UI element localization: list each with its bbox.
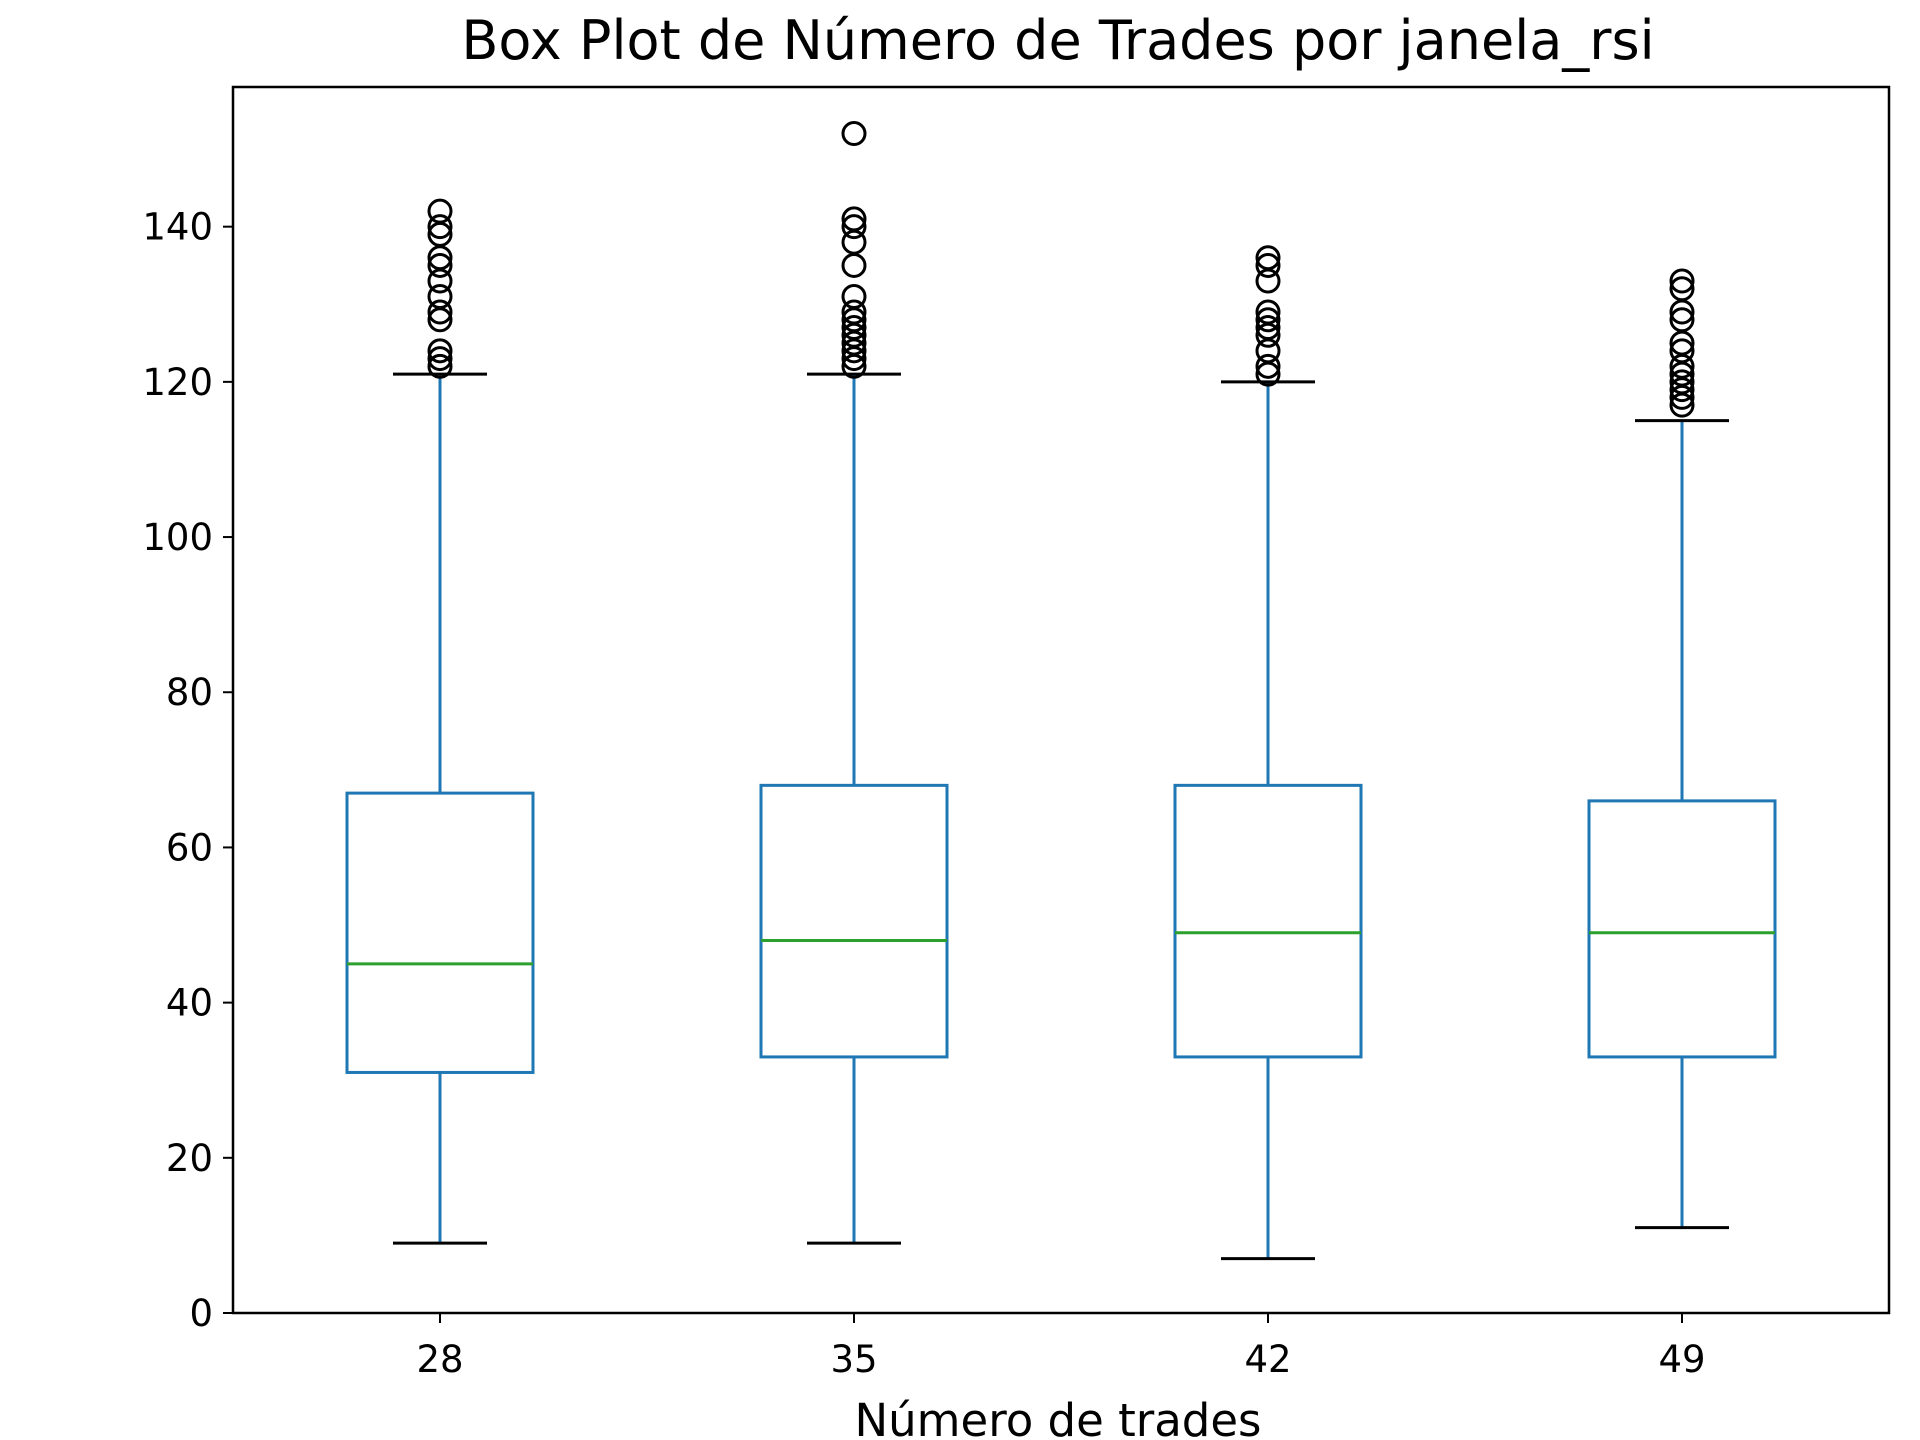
outlier-point <box>427 299 453 325</box>
y-tick-label: 60 <box>166 826 213 869</box>
outlier-point <box>841 315 867 341</box>
y-tick-label: 0 <box>189 1292 213 1335</box>
y-tick-label: 140 <box>142 206 213 249</box>
outlier-point <box>1255 245 1281 271</box>
outlier-point <box>1669 307 1695 333</box>
y-tick-label: 80 <box>166 671 213 714</box>
y-tick-label: 40 <box>166 982 213 1025</box>
outlier-point <box>1255 315 1281 341</box>
plot-area: 28 35 42 49 0 20 40 60 80 100 120 140 <box>142 85 1891 1381</box>
outlier-point <box>841 299 867 325</box>
outlier-point <box>1669 369 1695 395</box>
x-tick-label: 35 <box>830 1338 877 1381</box>
axes-frame <box>231 85 1891 1315</box>
outlier-point <box>427 252 453 278</box>
outlier-point <box>841 214 867 240</box>
chart-title: Box Plot de Número de Trades por janela_… <box>461 9 1654 72</box>
x-axis-label: Número de trades <box>854 1394 1261 1440</box>
outlier-point <box>427 353 453 379</box>
outlier-point <box>1255 307 1281 333</box>
outlier-point <box>427 214 453 240</box>
y-tick-label: 120 <box>142 361 213 404</box>
outlier-point <box>1255 353 1281 379</box>
outlier-point <box>841 284 867 310</box>
outlier-point <box>1255 252 1281 278</box>
box-iqr <box>1587 799 1777 1059</box>
y-tick-label: 100 <box>142 516 213 559</box>
box-iqr <box>345 791 535 1074</box>
y-tick-label: 20 <box>166 1137 213 1180</box>
outlier-point <box>427 346 453 372</box>
box-iqr <box>759 783 949 1059</box>
outlier-point <box>427 198 453 224</box>
outlier-point <box>427 284 453 310</box>
x-tick-label: 49 <box>1658 1338 1705 1381</box>
box-iqr <box>1173 783 1363 1059</box>
outlier-point <box>1669 268 1695 294</box>
x-tick-label: 42 <box>1244 1338 1291 1381</box>
outlier-point <box>1669 276 1695 302</box>
outlier-point <box>841 206 867 232</box>
x-tick-label: 28 <box>416 1338 463 1381</box>
outlier-point <box>427 338 453 364</box>
outlier-point <box>1669 338 1695 364</box>
outlier-point <box>1255 299 1281 325</box>
outlier-point <box>841 121 867 147</box>
